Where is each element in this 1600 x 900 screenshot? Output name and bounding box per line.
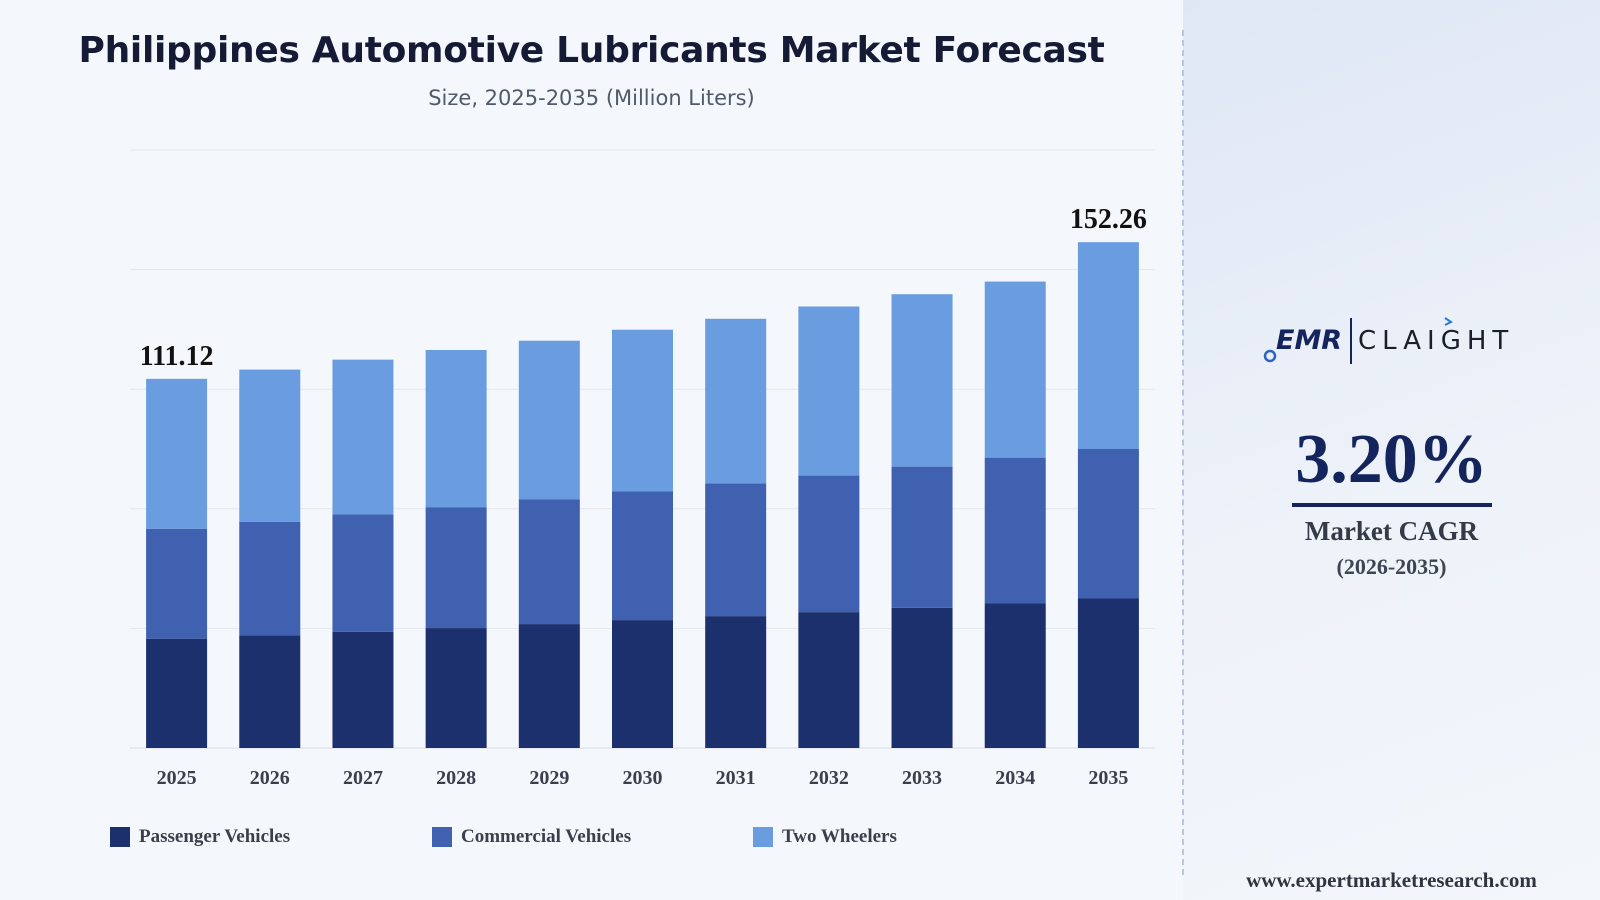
- bar-segment-passenger-vehicles-2026: [239, 635, 301, 748]
- bar-segment-passenger-vehicles-2030: [612, 620, 673, 748]
- logo-ring-icon: [1263, 349, 1277, 363]
- bar-segment-commercial-vehicles-2031: [705, 483, 767, 617]
- bar-segment-passenger-vehicles-2025: [146, 638, 208, 748]
- bar-segment-two-wheelers-2034: [984, 281, 1046, 458]
- x-tick-label-2025: 2025: [157, 767, 197, 789]
- logo-emr-text: EMR: [1276, 325, 1342, 356]
- bar-segment-two-wheelers-2025: [146, 378, 208, 529]
- x-tick-label-2030: 2030: [623, 767, 663, 789]
- total-label-2035: 152.26: [1070, 204, 1147, 235]
- cagr-period: (2026-2035): [1336, 554, 1447, 579]
- bar-segment-two-wheelers-2033: [891, 294, 953, 467]
- summary-panel: [1183, 0, 1600, 900]
- bar-segment-commercial-vehicles-2029: [518, 499, 580, 625]
- bar-segment-passenger-vehicles-2029: [518, 624, 580, 748]
- legend-swatch-two-wheelers: [753, 827, 773, 847]
- legend-item-passenger-vehicles: Passenger Vehicles: [110, 826, 290, 848]
- bar-segment-two-wheelers-2027: [332, 359, 394, 515]
- bar-segment-commercial-vehicles-2032: [798, 475, 860, 613]
- bar-segment-commercial-vehicles-2026: [239, 521, 301, 636]
- bar-segment-commercial-vehicles-2028: [425, 507, 487, 629]
- total-label-2025: 111.12: [140, 341, 214, 372]
- bar-segment-two-wheelers-2030: [612, 329, 673, 492]
- chart-title: Philippines Automotive Lubricants Market…: [78, 30, 1105, 71]
- cagr-underline: [1292, 503, 1492, 507]
- bar-segment-two-wheelers-2026: [239, 369, 301, 522]
- bar-segment-two-wheelers-2032: [798, 306, 860, 476]
- x-tick-label-2032: 2032: [809, 767, 849, 789]
- legend-swatch-commercial-vehicles: [432, 827, 452, 847]
- x-tick-label-2026: 2026: [250, 767, 290, 789]
- logo-arrow-icon: [1444, 317, 1453, 326]
- x-tick-label-2031: 2031: [716, 767, 756, 789]
- bar-segment-two-wheelers-2031: [705, 318, 767, 484]
- stacked-bar-chart: 2025 2026 2027 2028 2029 2030 2031 2032 2033 2034…: [130, 149, 1155, 789]
- x-tick-label-2029: 2029: [529, 767, 569, 789]
- x-tick-label-2028: 2028: [436, 767, 476, 789]
- bar-segment-passenger-vehicles-2027: [332, 631, 394, 748]
- cagr-value: 3.20%: [1295, 421, 1488, 498]
- bar-segment-two-wheelers-2028: [425, 349, 487, 508]
- x-tick-label-2034: 2034: [995, 767, 1035, 789]
- logo-separator: [1350, 318, 1352, 364]
- bar-segment-passenger-vehicles-2033: [891, 607, 953, 748]
- bar-segment-commercial-vehicles-2027: [332, 514, 394, 632]
- bar-segment-passenger-vehicles-2028: [425, 628, 487, 748]
- legend-label-passenger-vehicles: Passenger Vehicles: [139, 826, 291, 847]
- bar-segment-passenger-vehicles-2031: [705, 616, 767, 748]
- emr-claight-logo: EMR CLAIGHT: [1262, 314, 1522, 370]
- legend-swatch-passenger-vehicles: [110, 827, 130, 847]
- panel-divider: [1182, 30, 1184, 875]
- bar-segment-commercial-vehicles-2025: [146, 528, 208, 639]
- legend-label-two-wheelers: Two Wheelers: [782, 826, 897, 847]
- chart-subtitle: Size, 2025-2035 (Million Liters): [428, 86, 755, 110]
- bar-segment-passenger-vehicles-2032: [798, 612, 860, 748]
- bar-segment-passenger-vehicles-2034: [984, 603, 1046, 748]
- bar-segment-commercial-vehicles-2034: [984, 457, 1046, 604]
- chart-legend: Passenger Vehicles Commercial Vehicles T…: [0, 826, 1183, 856]
- bar-segment-commercial-vehicles-2030: [612, 491, 673, 621]
- legend-label-commercial-vehicles: Commercial Vehicles: [461, 826, 632, 847]
- bar-segment-commercial-vehicles-2035: [1077, 449, 1139, 599]
- x-tick-label-2035: 2035: [1088, 767, 1128, 789]
- x-tick-label-2033: 2033: [902, 767, 942, 789]
- bar-segment-passenger-vehicles-2035: [1077, 598, 1139, 748]
- legend-item-two-wheelers: Two Wheelers: [753, 826, 897, 848]
- website-url: www.expertmarketresearch.com: [1246, 868, 1537, 892]
- logo-claight-text: CLAIGHT: [1358, 326, 1514, 356]
- bar-segment-two-wheelers-2029: [518, 340, 580, 500]
- x-tick-label-2027: 2027: [343, 767, 383, 789]
- bar-segment-two-wheelers-2035: [1077, 242, 1139, 449]
- cagr-label: Market CAGR: [1304, 516, 1479, 546]
- bar-segment-commercial-vehicles-2033: [891, 466, 953, 608]
- legend-item-commercial-vehicles: Commercial Vehicles: [432, 826, 631, 848]
